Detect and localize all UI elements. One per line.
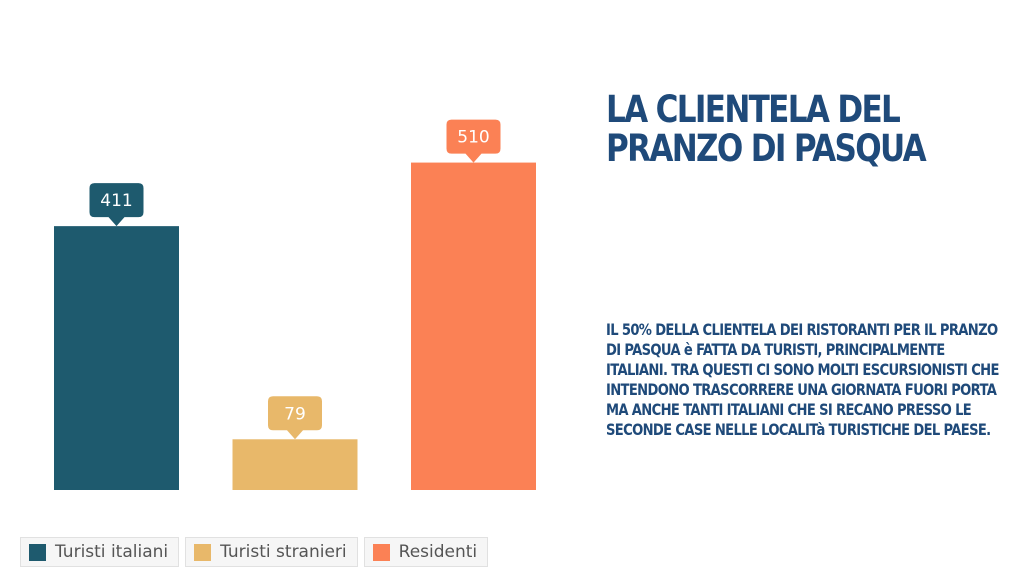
value-label-turisti-italiani: 411 (100, 191, 132, 211)
legend-item-residenti[interactable]: Residenti (363, 537, 489, 567)
bar-chart: 411 79 510 (54, 119, 536, 490)
bar-turisti-italiani[interactable] (54, 226, 179, 490)
value-label-turisti-stranieri: 79 (284, 404, 306, 424)
description-text: IL 50% DELLA CLIENTELA DEI RISTORANTI PE… (606, 320, 999, 439)
legend-item-turisti-stranieri[interactable]: Turisti stranieri (185, 537, 358, 567)
legend-swatch-turisti-italiani (29, 543, 46, 561)
legend-swatch-residenti (372, 543, 390, 561)
legend-item-turisti-italiani[interactable]: Turisti italiani (20, 537, 180, 567)
value-label-residenti: 510 (457, 128, 489, 148)
legend-label: Turisti italiani (55, 542, 169, 562)
legend-swatch-turisti-stranieri (194, 543, 212, 561)
legend-label: Residenti (398, 542, 478, 562)
value-callout-turisti-italiani (89, 183, 144, 227)
legend-label: Turisti stranieri (220, 542, 347, 562)
chart-legend: Turisti italiani Turisti stranieri Resid… (20, 537, 489, 567)
bar-turisti-stranieri[interactable] (232, 439, 358, 490)
page-title: LA CLIENTELA DEL PRANZO DI PASQUA (606, 88, 927, 170)
bar-residenti[interactable] (411, 162, 536, 490)
value-callout-residenti (446, 119, 501, 163)
value-callout-turisti-stranieri (268, 396, 322, 440)
